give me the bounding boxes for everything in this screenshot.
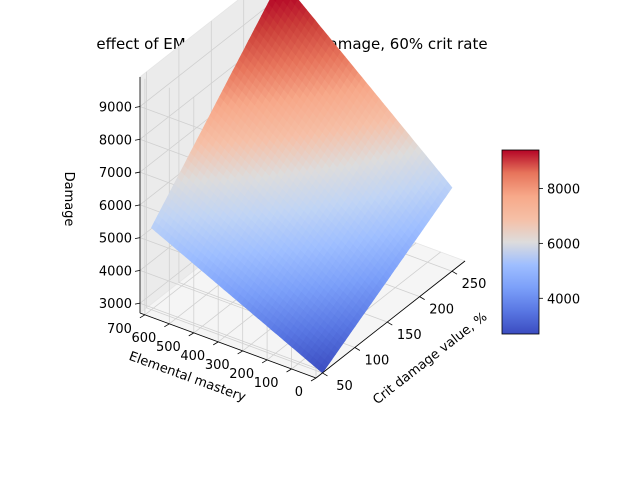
y-tick-label: 500 xyxy=(156,340,181,355)
y-tick-label: 0 xyxy=(295,385,303,400)
z-tick-mark xyxy=(135,270,140,271)
z-tick-label: 5000 xyxy=(99,232,132,247)
x-tick-mark xyxy=(322,373,327,376)
x-tick-label: 250 xyxy=(462,277,487,292)
y-tick-mark xyxy=(238,351,243,354)
y-tick-label: 600 xyxy=(132,331,157,346)
colorbar: 4000 6000 8000 xyxy=(502,150,580,334)
y-tick-label: 700 xyxy=(107,322,132,337)
z-tick-mark xyxy=(135,205,140,206)
y-tick-label: 100 xyxy=(254,376,279,391)
x-tick-label: 50 xyxy=(336,379,353,394)
z-tick-label: 4000 xyxy=(99,264,132,279)
y-tick-label: 400 xyxy=(180,349,205,364)
y-tick-mark xyxy=(262,360,267,363)
z-tick-label: 6000 xyxy=(99,199,132,214)
x-tick-mark xyxy=(420,297,425,300)
y-tick-mark xyxy=(164,324,169,327)
y-tick-mark xyxy=(189,333,194,336)
y-tick-label: 300 xyxy=(205,358,230,373)
y-tick-mark xyxy=(311,378,316,381)
x-tick-label: 100 xyxy=(364,353,389,368)
y-tick-mark xyxy=(140,315,145,318)
x-tick-label: 200 xyxy=(429,303,454,318)
y-tick-mark xyxy=(287,369,292,372)
y-tick-label: 200 xyxy=(229,367,254,382)
x-tick-mark xyxy=(387,322,392,325)
colorbar-tick-label: 4000 xyxy=(547,292,580,307)
z-tick-mark xyxy=(135,139,140,140)
z-tick-label: 9000 xyxy=(99,101,132,116)
colorbar-tick-label: 6000 xyxy=(547,237,580,252)
z-tick-label: 7000 xyxy=(99,166,132,181)
x-tick-label: 150 xyxy=(397,328,422,343)
z-tick-mark xyxy=(135,303,140,304)
z-tick-label: 3000 xyxy=(99,297,132,312)
colorbar-bar xyxy=(502,150,539,334)
colorbar-tick-label: 8000 xyxy=(547,182,580,197)
z-axis-label: Damage xyxy=(61,172,76,227)
y-tick-mark xyxy=(213,342,218,345)
z-tick-label: 8000 xyxy=(99,133,132,148)
x-tick-mark xyxy=(452,271,457,274)
z-tick-mark xyxy=(135,172,140,173)
z-tick-mark xyxy=(135,238,140,239)
x-tick-mark xyxy=(355,347,360,350)
z-tick-mark xyxy=(135,107,140,108)
